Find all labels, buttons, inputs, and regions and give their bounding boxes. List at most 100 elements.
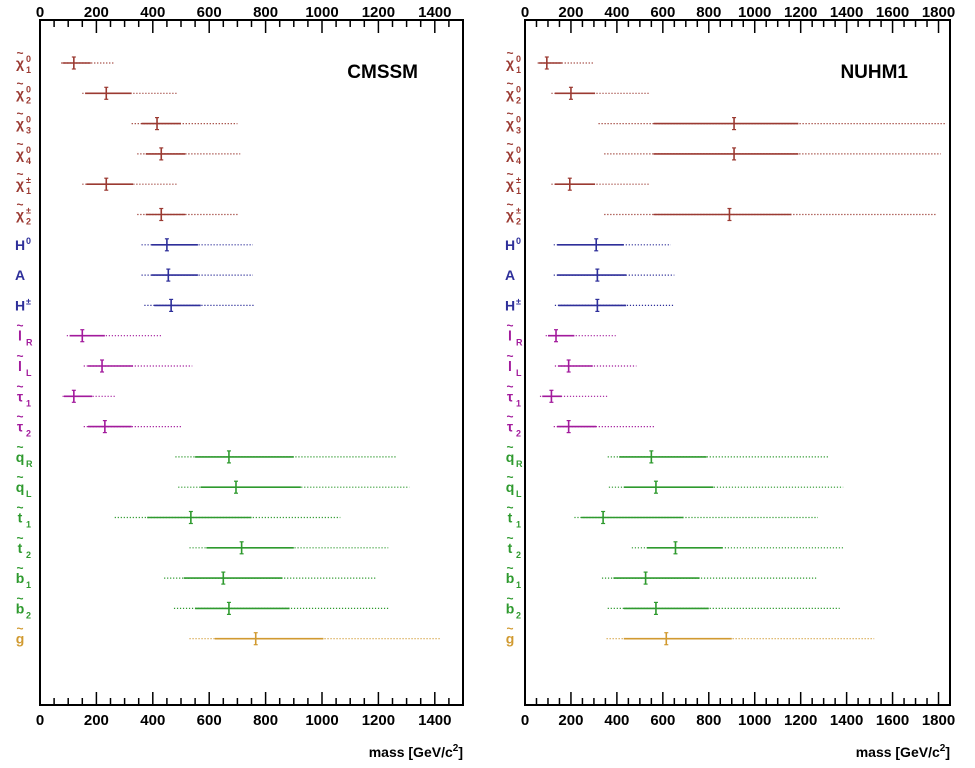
particle-tilde: ~ — [16, 379, 23, 393]
particle-tilde: ~ — [506, 561, 513, 575]
particle-symbol: H — [15, 297, 25, 313]
particle-row: b~2 — [506, 591, 840, 620]
x-tick-label-bottom: 800 — [696, 712, 721, 729]
particle-symbol: χ — [506, 55, 514, 71]
particle-row: H ± — [15, 296, 255, 313]
particle-row: χ~1± — [506, 167, 651, 196]
particle-symbol: χ — [16, 55, 24, 71]
particle-symbol: χ — [506, 146, 514, 162]
x-tick-label-top: 1200 — [362, 4, 395, 21]
particle-subscript: L — [516, 489, 522, 499]
particle-symbol: χ — [506, 116, 514, 132]
particle-subscript: 2 — [26, 550, 31, 560]
particle-superscript: 0 — [516, 54, 521, 64]
particle-superscript: 0 — [516, 145, 521, 155]
particle-subscript: R — [26, 459, 33, 469]
particle-subscript: 2 — [26, 610, 31, 620]
particle-tilde: ~ — [506, 440, 513, 454]
particle-row: b~1 — [16, 561, 377, 590]
particle-symbol: l — [508, 358, 512, 374]
particle-row: χ~1± — [16, 167, 179, 196]
particle-tilde: ~ — [16, 440, 23, 454]
particle-superscript: ± — [26, 296, 31, 306]
particle-tilde: ~ — [16, 349, 23, 363]
particle-row: τ~1 — [506, 379, 608, 408]
particle-symbol: τ — [507, 388, 514, 404]
particle-tilde: ~ — [16, 410, 23, 424]
particle-symbol: χ — [506, 176, 514, 192]
particle-symbol: χ — [16, 146, 24, 162]
particle-row: b~2 — [16, 591, 389, 620]
particle-tilde: ~ — [506, 501, 513, 515]
particle-row: χ~40 — [506, 137, 941, 166]
particle-tilde: ~ — [506, 531, 513, 545]
x-tick-label-top: 400 — [604, 4, 629, 21]
x-tick-label-bottom: 400 — [140, 712, 165, 729]
particle-tilde: ~ — [16, 107, 23, 121]
particle-symbol: χ — [16, 85, 24, 101]
particle-symbol: t — [18, 510, 23, 526]
particle-symbol: χ — [506, 85, 514, 101]
particle-superscript: ± — [26, 206, 31, 216]
x-tick-label-top: 600 — [197, 4, 222, 21]
particle-superscript: ± — [516, 206, 521, 216]
particle-subscript: 2 — [516, 95, 521, 105]
particle-tilde: ~ — [16, 167, 23, 181]
particle-tilde: ~ — [506, 591, 513, 605]
x-tick-label-top: 1800 — [922, 4, 955, 21]
particle-tilde: ~ — [16, 561, 23, 575]
particle-row: χ~40 — [16, 137, 241, 166]
particle-subscript: 2 — [516, 429, 521, 439]
x-tick-label-bottom: 1000 — [305, 712, 338, 729]
particle-row: χ~2± — [16, 198, 239, 227]
x-tick-label-bottom: 0 — [521, 712, 529, 729]
particle-tilde: ~ — [506, 470, 513, 484]
particle-symbol: b — [506, 600, 515, 616]
particle-tilde: ~ — [506, 167, 513, 181]
particle-symbol: t — [508, 510, 513, 526]
particle-symbol: q — [506, 449, 515, 465]
particle-superscript: ± — [516, 175, 521, 185]
particle-symbol: q — [16, 449, 25, 465]
x-tick-label-top: 400 — [140, 4, 165, 21]
x-tick-label-bottom: 200 — [84, 712, 109, 729]
plot-frame — [39, 19, 464, 706]
x-axis-label: mass [GeV/c2] — [856, 743, 950, 760]
particle-row: t~2 — [16, 531, 389, 560]
particle-superscript: ± — [26, 175, 31, 185]
particle-superscript: 0 — [26, 236, 31, 246]
particle-symbol: τ — [17, 388, 24, 404]
particle-symbol: l — [508, 328, 512, 344]
particle-row: χ~20 — [506, 76, 651, 105]
x-tick-label-top: 200 — [84, 4, 109, 21]
particle-symbol: H — [505, 237, 515, 253]
particle-superscript: 0 — [26, 115, 31, 125]
particle-subscript: 1 — [26, 65, 31, 75]
particle-symbol: A — [505, 267, 515, 283]
x-axis-label: mass [GeV/c2] — [369, 743, 463, 760]
particle-subscript: 4 — [516, 156, 521, 166]
particle-row: χ~10 — [506, 46, 594, 75]
particle-symbol: χ — [16, 176, 24, 192]
particle-row: τ~1 — [16, 379, 117, 408]
particle-symbol: b — [16, 570, 25, 586]
particle-subscript: 4 — [26, 156, 31, 166]
particle-superscript: 0 — [26, 145, 31, 155]
particle-subscript: 1 — [26, 398, 31, 408]
particle-symbol: q — [506, 479, 515, 495]
particle-subscript: 2 — [516, 550, 521, 560]
particle-symbol: t — [18, 540, 23, 556]
particle-row: l~R — [506, 319, 616, 348]
x-tick-label-bottom: 0 — [36, 712, 44, 729]
particle-subscript: L — [516, 368, 522, 378]
x-tick-label-top: 0 — [36, 4, 44, 21]
particle-subscript: 1 — [516, 65, 521, 75]
particle-tilde: ~ — [506, 46, 513, 60]
nuhm1-panel: 0020020040040060060080080010001000120012… — [505, 4, 955, 760]
particle-row: t~2 — [506, 531, 845, 560]
x-tick-label-bottom: 1400 — [830, 712, 863, 729]
particle-tilde: ~ — [506, 137, 513, 151]
particle-superscript: 0 — [516, 236, 521, 246]
particle-tilde: ~ — [506, 379, 513, 393]
